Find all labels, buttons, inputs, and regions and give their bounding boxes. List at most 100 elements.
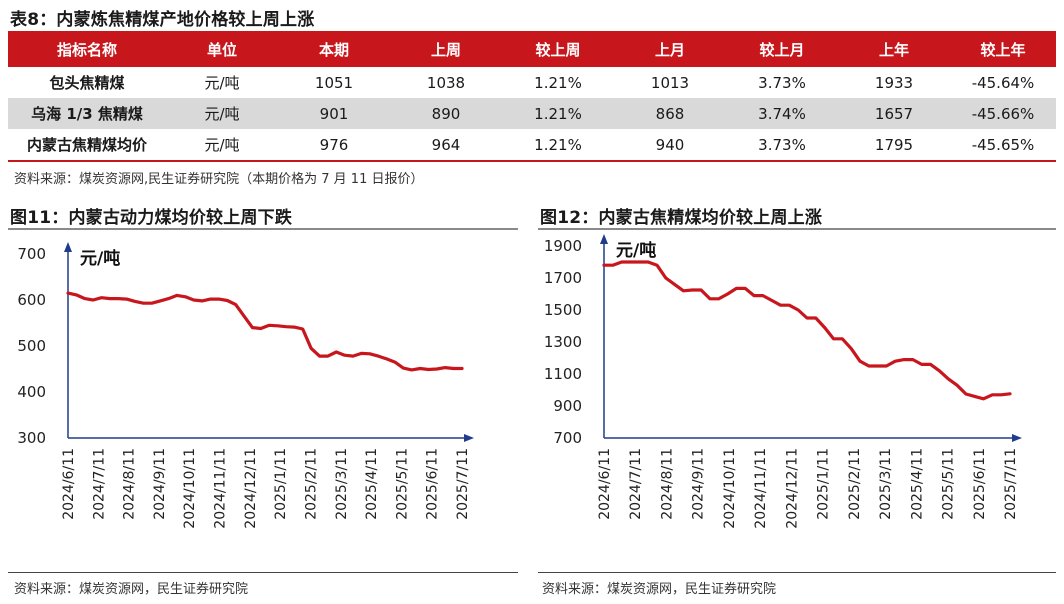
table-cell: 1013 [650,73,690,92]
table-title: 表8：内蒙炼焦精煤产地价格较上周上涨 [10,10,315,30]
x-tick-label: 2025/1/11 [816,448,832,520]
header-cell: 较上月 [726,31,838,67]
x-tick-label: 2025/6/11 [972,448,988,520]
header-cell: 指标名称 [8,31,166,67]
chart-1: 300 400 500 600 700 元/吨 2024/6/11 2024/7/11 2024… [17,242,474,529]
x-tick-label: 2024/10/11 [182,448,198,529]
x-tick-label: 2024/6/11 [597,448,613,520]
y-tick-label: 700 [553,429,582,447]
y-axis-arrow [64,242,72,252]
table-source-note: 资料来源：煤炭资源网,民生证券研究院（本期价格为 7 月 11 日报价） [14,172,424,187]
y-tick-label: 400 [17,383,46,401]
unit-label: 元/吨 [616,240,656,261]
y-tick-label: 1500 [544,301,582,319]
table-cell: -45.64% [971,73,1035,92]
header-cell: 上月 [614,31,726,67]
x-tick-label: 2024/8/11 [122,448,138,520]
x-tick-label: 2024/11/11 [213,448,229,529]
x-tick-label: 2025/7/11 [455,448,471,520]
table-cell: 964 [390,129,502,162]
table-cell: 1795 [838,129,950,162]
x-tick-label: 2025/3/11 [334,448,350,520]
table-cell: 1.21% [502,129,614,162]
y-tick-label: 600 [17,291,46,309]
y-tick-label: 1300 [544,333,582,351]
series-line [66,291,464,372]
x-tick-label: 2024/7/11 [628,448,644,520]
x-axis-arrow [464,434,474,442]
chart-2: 700 900 1100 1300 1500 1700 1900 元/吨 2024/6/11 20… [544,234,1022,529]
x-tick-label: 2025/5/11 [941,448,957,520]
chart-2-source-note: 资料来源：煤炭资源网，民生证券研究院 [542,582,777,597]
chart-2-title-rule [538,228,1056,230]
x-tick-label: 2024/9/11 [691,448,707,520]
y-tick-label: 1700 [544,269,582,287]
chart-1-footer-rule [8,572,518,573]
unit-label: 元/吨 [80,248,120,269]
x-tick-label: 2024/12/11 [784,448,800,529]
table-cell: 1657 [838,98,950,129]
x-tick-label: 2024/6/11 [61,448,77,520]
table-cell: 包头焦精煤 [49,74,125,92]
header-cell: 本期 [278,31,390,67]
table-cell: 976 [278,129,390,162]
chart-2-title: 图12：内蒙古焦精煤均价较上周上涨 [540,208,823,228]
y-tick-label: 700 [17,245,46,263]
chart-1-title: 图11：内蒙古动力煤均价较上周下跌 [10,208,293,228]
table-cell: 3.73% [726,129,838,162]
table-cell: 3.73% [758,73,806,92]
table-cell: 1.21% [534,73,582,92]
x-tick-label: 2025/1/11 [273,448,289,520]
x-tick-label: 2025/7/11 [1003,448,1019,520]
x-tick-label: 2025/4/11 [364,448,380,520]
table-cell: 890 [390,98,502,129]
x-tick-label: 2025/2/11 [303,448,319,520]
x-tick-label: 2024/8/11 [659,448,675,520]
x-axis-arrow [1012,434,1022,442]
table-cell: 1.21% [502,98,614,129]
y-tick-label: 300 [17,429,46,447]
chart-1-source-note: 资料来源：煤炭资源网，民生证券研究院 [14,582,249,597]
table-cell: 940 [614,129,726,162]
price-table: 指标名称 单位 本期 上周 较上周 上月 较上月 上年 较上年 包头焦精煤 元/… [8,31,1056,162]
x-tick-label: 2024/12/11 [243,448,259,529]
table-cell: 乌海 1/3 焦精煤 [8,98,166,129]
chart-2-footer-rule [538,572,1056,573]
series-line [602,260,1012,401]
table-cell: 元/吨 [166,129,278,162]
table-header-row: 指标名称 单位 本期 上周 较上周 上月 较上月 上年 较上年 [8,31,1056,67]
table-row: 包头焦精煤 元/吨 1051 1038 1.21% 1013 3.73% 193… [8,67,1056,98]
y-tick-label: 500 [17,337,46,355]
chart-1-title-rule [8,228,518,230]
x-tick-label: 2025/6/11 [425,448,441,520]
y-tick-label: 1100 [544,365,582,383]
x-tick-label: 2025/2/11 [847,448,863,520]
table-cell: -45.65% [950,129,1056,162]
table-cell: 元/吨 [166,98,278,129]
table-cell: 3.74% [726,98,838,129]
y-axis-arrow [600,234,608,244]
x-tick-label: 2025/3/11 [878,448,894,520]
x-tick-label: 2024/10/11 [722,448,738,529]
table-row: 乌海 1/3 焦精煤 元/吨 901 890 1.21% 868 3.74% 1… [8,98,1056,129]
table-cell: 901 [278,98,390,129]
table-cell: 1038 [426,73,466,92]
table-cell: -45.66% [950,98,1056,129]
table-row: 内蒙古焦精煤均价 元/吨 976 964 1.21% 940 3.73% 179… [8,129,1056,162]
header-cell: 上年 [838,31,950,67]
y-tick-label: 900 [553,397,582,415]
x-tick-label: 2025/5/11 [394,448,410,520]
table-cell: 1933 [874,73,914,92]
x-tick-label: 2024/9/11 [152,448,168,520]
header-cell: 上周 [390,31,502,67]
y-tick-label: 1900 [544,237,582,255]
x-tick-label: 2025/4/11 [909,448,925,520]
table-cell: 内蒙古焦精煤均价 [8,129,166,162]
table-cell: 元/吨 [204,74,240,92]
table-cell: 868 [614,98,726,129]
x-tick-label: 2024/11/11 [753,448,769,529]
header-cell: 单位 [166,31,278,67]
x-tick-label: 2024/7/11 [91,448,107,520]
header-cell: 较上周 [502,31,614,67]
table-cell: 1051 [314,73,354,92]
